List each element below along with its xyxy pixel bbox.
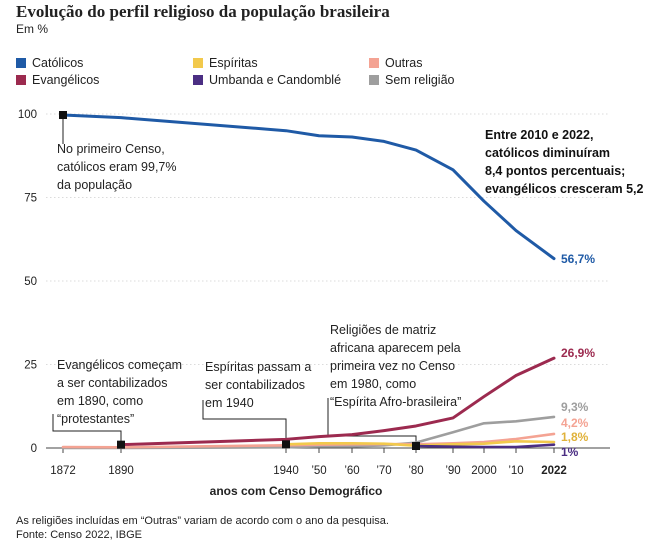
x-tick-label: 1890: [108, 465, 134, 477]
legend-item-sem-religiao: Sem religião: [369, 73, 454, 87]
legend-swatch: [16, 58, 26, 68]
legend-item-catolicos: Católicos: [16, 56, 83, 70]
end-label-catolicos: 56,7%: [561, 252, 595, 266]
legend-item-umbanda: Umbanda e Candomblé: [193, 73, 341, 87]
y-tick-label: 75: [24, 193, 37, 205]
series-line-1: [119, 356, 556, 447]
connector-matriz-africana: [327, 398, 417, 446]
legend-swatch: [16, 75, 26, 85]
y-axis: 0 25 50 75 100: [18, 109, 37, 455]
annotation-catholic-start: No primeiro Censo, católicos eram 99,7% …: [57, 142, 180, 192]
legend-item-espiritas: Espíritas: [193, 56, 258, 70]
markers: [59, 111, 420, 450]
annotation-evangelicos: Evangélicos começam a ser contabilizados…: [57, 358, 186, 426]
x-tick-label: ’10: [508, 465, 523, 477]
legend-swatch: [193, 75, 203, 85]
legend-item-evangelicos: Evangélicos: [16, 73, 99, 87]
annotation-connectors: [52, 115, 417, 446]
annotation-marker: [282, 440, 290, 449]
end-label-evangelicos: 26,9%: [561, 346, 595, 360]
legend-item-outras: Outras: [369, 56, 423, 70]
series-line-5: [414, 443, 556, 449]
end-label-espiritas: 1,8%: [561, 430, 589, 444]
end-label-outras: 4,2%: [561, 416, 589, 430]
x-tick-label: ’50: [311, 465, 326, 477]
legend-swatch: [369, 75, 379, 85]
connector-espiritas: [202, 400, 287, 445]
x-tick-label: 1940: [273, 465, 299, 477]
x-axis: 1872 1890 1940 ’50 ’60 ’70 ’80 ’90 2000 ’10 2022: [50, 448, 567, 477]
y-tick-label: 50: [24, 276, 37, 288]
connector-evangelicos: [52, 414, 122, 445]
chart-title: Evolução do perfil religioso da populaçã…: [16, 2, 390, 21]
x-tick-label: ’60: [344, 465, 359, 477]
annotation-matriz-africana: Religiões de matriz africana aparecem pe…: [330, 323, 464, 409]
annotation-marker: [117, 440, 125, 449]
series-line-0: [61, 113, 556, 261]
footnote-note: As religiões incluídas em “Outras” varia…: [16, 515, 389, 527]
series-line-2: [61, 415, 556, 450]
series-lines: [61, 113, 556, 450]
x-tick-label: ’80: [408, 465, 423, 477]
end-label-sem-religiao: 9,3%: [561, 400, 589, 414]
annotation-espiritas: Espíritas passam a ser contabilizados em…: [205, 360, 315, 410]
x-tick-label: 1872: [50, 465, 76, 477]
y-tick-label: 25: [24, 360, 37, 372]
x-tick-label: ’70: [376, 465, 391, 477]
y-tick-label: 100: [18, 109, 37, 121]
end-label-umbanda: 1%: [561, 445, 579, 459]
annotation-marker: [59, 111, 67, 120]
footnote-source: Fonte: Censo 2022, IBGE: [16, 529, 142, 541]
y-tick-label: 0: [31, 443, 37, 455]
x-tick-label: 2022: [541, 465, 567, 477]
annotation-summary: Entre 2010 e 2022, católicos diminuíram …: [485, 128, 643, 196]
x-tick-label: 2000: [471, 465, 497, 477]
x-axis-label: anos com Censo Demográfico: [210, 484, 383, 498]
legend-swatch: [193, 58, 203, 68]
annotation-marker: [412, 441, 420, 450]
legend-swatch: [369, 58, 379, 68]
unit-label: Em %: [16, 22, 49, 36]
footnote: As religiões incluídas em “Outras” varia…: [16, 514, 389, 542]
x-tick-label: ’90: [445, 465, 460, 477]
